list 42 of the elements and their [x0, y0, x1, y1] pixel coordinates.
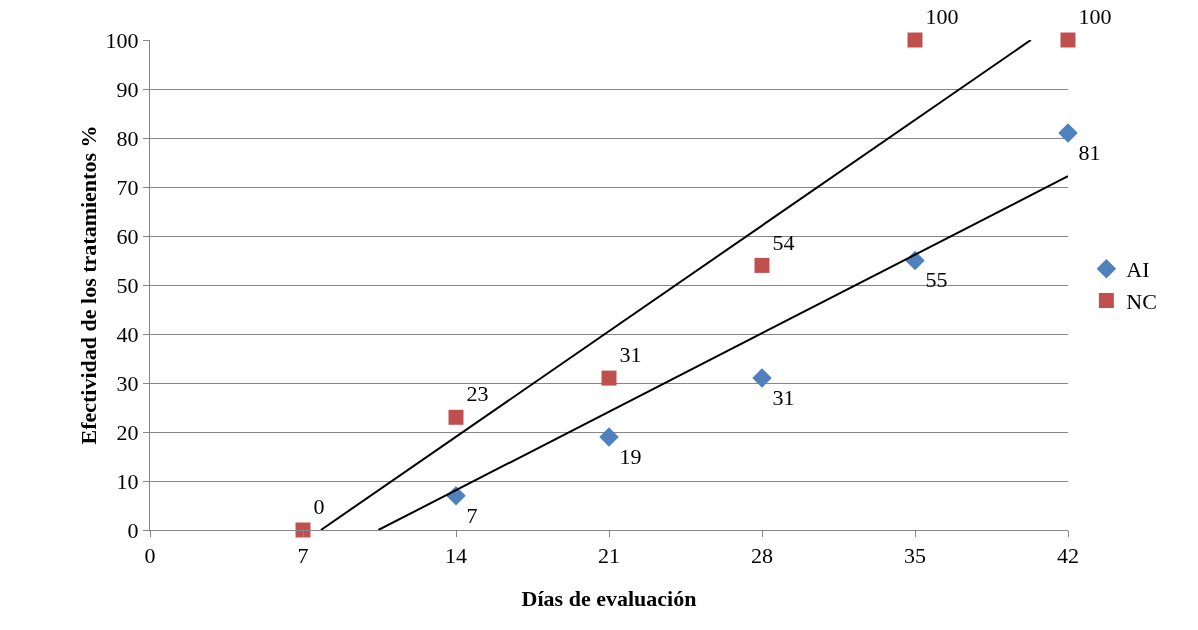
x-tick-label: 21 — [598, 543, 620, 569]
y-axis-title: Efectividad de los tratamientos % — [76, 125, 101, 445]
data-label: 100 — [925, 4, 959, 30]
y-tick-label: 30 — [116, 370, 139, 396]
data-label: 31 — [619, 342, 642, 368]
point — [1060, 32, 1076, 48]
y-tick-label: 100 — [105, 27, 139, 53]
data-label: 55 — [925, 267, 948, 293]
x-tick-label: 35 — [904, 543, 926, 569]
x-tick-label: 28 — [751, 543, 773, 569]
data-label: 23 — [466, 381, 489, 407]
x-tick-label: 7 — [297, 543, 309, 569]
x-tick-label: 14 — [445, 543, 467, 569]
data-label: 81 — [1078, 139, 1101, 165]
x-axis-title: Días de evaluación — [521, 586, 697, 611]
y-tick-label: 10 — [116, 468, 139, 494]
y-tick-label: 90 — [116, 76, 139, 102]
point — [599, 427, 619, 447]
point — [754, 257, 770, 273]
y-tick-label: 40 — [116, 321, 139, 347]
point — [752, 368, 772, 388]
data-label: 19 — [619, 443, 642, 469]
y-tick-label: 60 — [116, 223, 139, 249]
data-label: 100 — [1078, 4, 1112, 30]
legend-label: NC — [1126, 288, 1157, 314]
point — [1058, 123, 1078, 143]
data-label: 7 — [466, 502, 478, 528]
data-label: 54 — [772, 229, 795, 255]
y-tick-label: 20 — [116, 419, 139, 445]
y-tick-label: 0 — [127, 517, 139, 543]
legend-label: AI — [1126, 257, 1150, 283]
point — [601, 370, 617, 386]
y-tick-label: 70 — [116, 174, 139, 200]
data-label: 0 — [313, 494, 325, 520]
y-tick-label: 50 — [116, 272, 139, 298]
x-tick-label: 0 — [144, 543, 156, 569]
y-tick-label: 80 — [116, 125, 139, 151]
point — [448, 409, 464, 425]
point — [295, 522, 311, 538]
data-label: 31 — [772, 384, 795, 410]
point — [907, 32, 923, 48]
x-tick-label: 42 — [1057, 543, 1079, 569]
